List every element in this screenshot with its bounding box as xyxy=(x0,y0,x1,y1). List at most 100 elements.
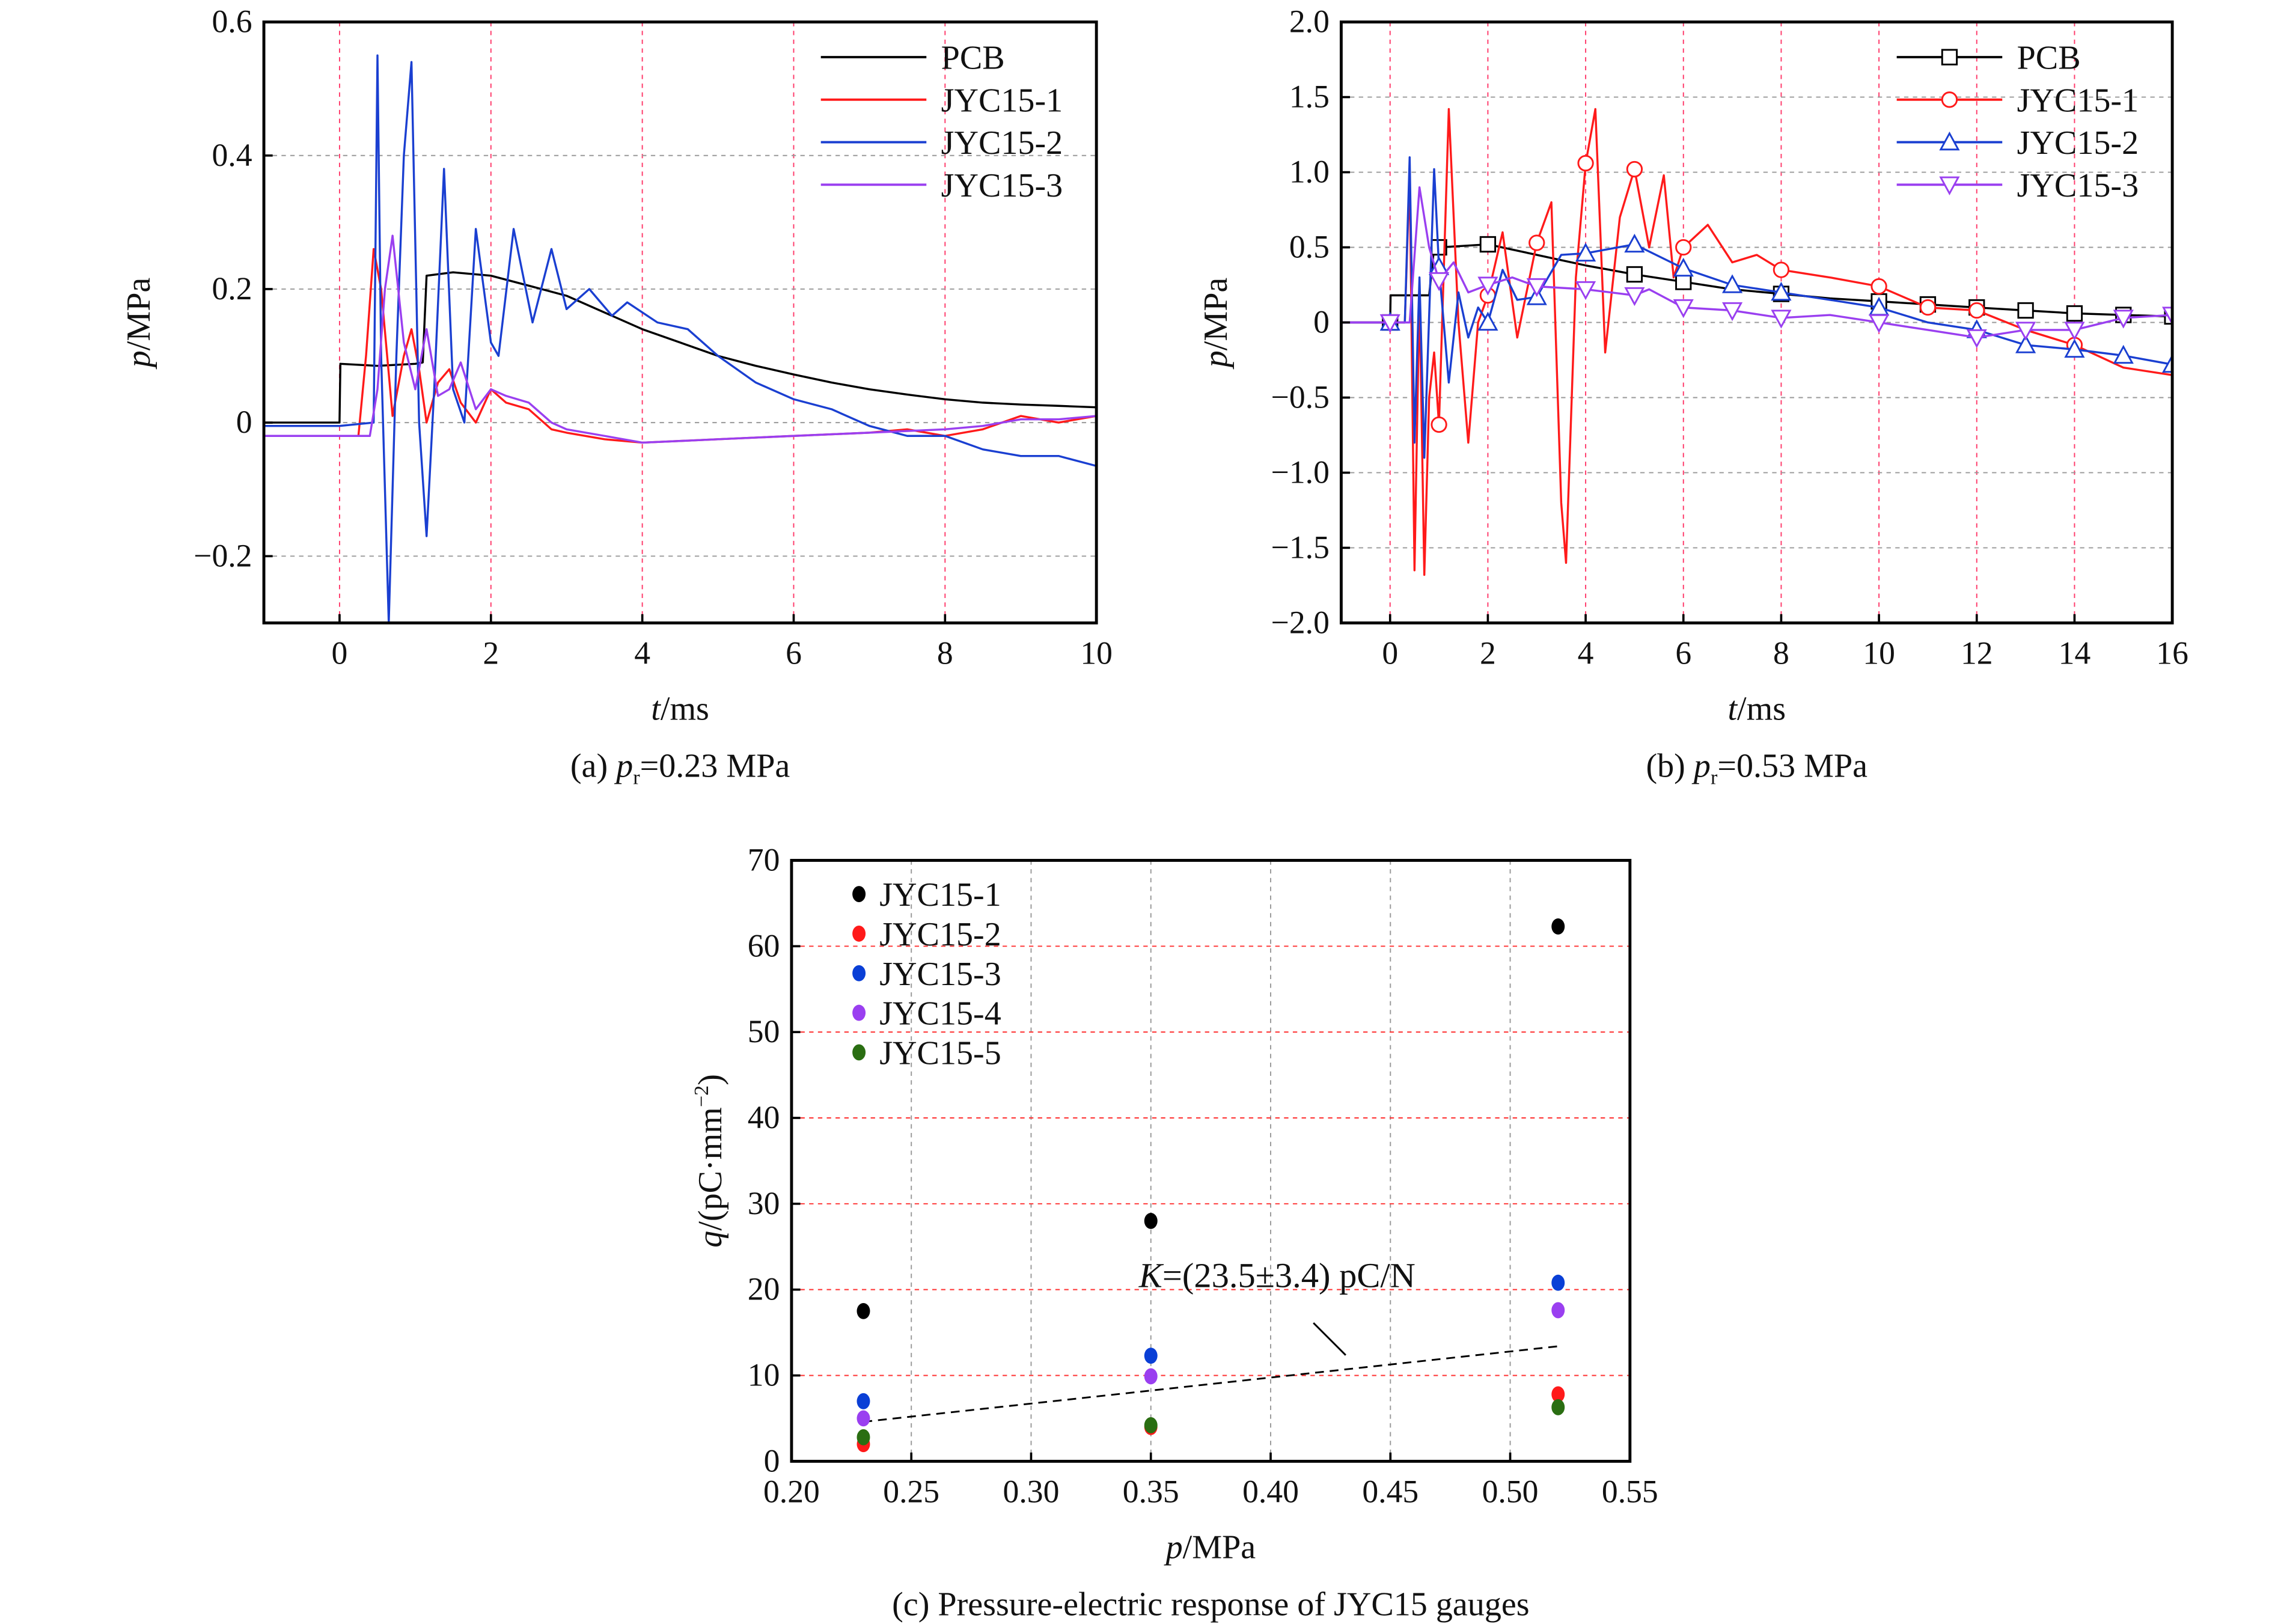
data-marker-circle xyxy=(1968,302,1985,319)
x-tick-label: 0.25 xyxy=(883,1474,939,1510)
x-axis-label: t/ms xyxy=(1727,690,1786,727)
data-marker-circle xyxy=(1626,160,1643,178)
series-line-jyc15-2 xyxy=(264,54,1097,623)
y-tick-label: 30 xyxy=(748,1185,780,1221)
x-tick-label: 10 xyxy=(1080,635,1113,671)
data-marker-triangle-up xyxy=(1477,311,1498,331)
data-point-jyc15-2 xyxy=(1551,1386,1565,1403)
legend-marker xyxy=(852,965,866,981)
data-marker-triangle-down xyxy=(2064,322,2085,341)
y-tick-label: 0 xyxy=(764,1442,780,1479)
x-axis-unit: /ms xyxy=(1737,690,1786,727)
data-point-jyc15-1 xyxy=(1551,918,1565,935)
series-line-pcb xyxy=(264,271,1097,424)
data-marker-triangle-up xyxy=(2162,353,2173,373)
caption: (a) pr=0.23 MPa xyxy=(570,747,790,789)
legend-label: JYC15-4 xyxy=(879,995,1001,1033)
x-tick-label: 6 xyxy=(1675,635,1691,671)
legend-label: JYC15-5 xyxy=(879,1034,1001,1072)
data-marker-circle xyxy=(1773,261,1790,278)
data-marker-triangle-down xyxy=(2162,307,2173,326)
data-marker-triangle-down xyxy=(1771,310,1792,329)
annotation-value: =(23.5±3.4) pC/N xyxy=(1162,1256,1415,1295)
panel-c: K=(23.5±3.4) pC/N 0.20 0.25 0.30 0.35 0.40 0.4… xyxy=(691,842,1658,1623)
y-tick-label: −0.2 xyxy=(194,537,252,573)
x-tick-label: 8 xyxy=(1773,635,1789,671)
x-tick-label: 2 xyxy=(483,635,499,671)
data-marker-triangle-down xyxy=(1721,302,1743,322)
legend-marker xyxy=(852,1044,866,1061)
data-marker-square xyxy=(1626,266,1643,283)
annotation-var: K xyxy=(1138,1256,1164,1295)
data-marker-square xyxy=(1675,273,1692,290)
legend-label: JYC15-2 xyxy=(941,124,1063,162)
y-tick-label: 0.4 xyxy=(212,137,252,173)
y-tick-label: 0.2 xyxy=(212,270,252,307)
data-marker-circle xyxy=(1528,234,1545,251)
data-marker-triangle-up xyxy=(2015,334,2036,353)
y-axis-sup: −2 xyxy=(691,1085,713,1107)
data-marker-square xyxy=(2017,302,2034,319)
caption: (c) Pressure-electric response of JYC15 … xyxy=(892,1586,1529,1623)
x-tick-label: 10 xyxy=(1863,635,1895,671)
data-point-jyc15-5 xyxy=(857,1429,870,1445)
y-tick-label: 2.0 xyxy=(1289,4,1330,40)
y-tick-label: 0 xyxy=(1313,304,1330,340)
axes-frame xyxy=(262,20,1098,624)
series-line-jyc15-1 xyxy=(1341,108,2173,576)
data-marker-triangle-up xyxy=(2113,344,2134,364)
data-point-jyc15-4 xyxy=(1144,1368,1158,1385)
legend-marker-circle xyxy=(1941,91,1958,108)
y-tick-label: 1.0 xyxy=(1289,154,1330,190)
data-marker-circle xyxy=(1919,299,1937,316)
y-axis-unit: /MPa xyxy=(1197,278,1235,351)
x-tick-label: 0.35 xyxy=(1123,1474,1179,1510)
fit-line xyxy=(863,1345,1559,1423)
legend-label: JYC15-2 xyxy=(2017,124,2139,162)
y-axis-label: p/MPa xyxy=(1197,278,1235,370)
data-point-jyc15-4 xyxy=(857,1410,870,1427)
x-axis-label: p/MPa xyxy=(1164,1528,1256,1566)
annotation-leader xyxy=(1313,1322,1346,1356)
data-marker-triangle-down xyxy=(2015,322,2036,341)
x-tick-label: 0.40 xyxy=(1242,1474,1299,1510)
y-tick-label: 50 xyxy=(748,1013,780,1049)
x-tick-label: 0.45 xyxy=(1362,1474,1418,1510)
x-tick-label: 0 xyxy=(1382,635,1398,671)
data-marker-triangle-down xyxy=(1477,276,1498,296)
x-tick-label: 12 xyxy=(1961,635,1993,671)
legend-label: PCB xyxy=(941,40,1005,77)
caption-sub: r xyxy=(1711,767,1718,789)
data-marker-triangle-up xyxy=(1771,281,1792,301)
data-marker-circle xyxy=(1577,154,1594,172)
panel-a: 0 2 4 6 8 10−0.200.20.40.6t/msp/MPa(a) pr=0.2… xyxy=(120,4,1113,789)
data-marker-triangle-up xyxy=(1721,274,1743,293)
data-marker-triangle-up xyxy=(2064,338,2085,358)
data-marker-square xyxy=(2066,305,2083,322)
y-tick-label: −0.5 xyxy=(1271,379,1330,415)
x-tick-label: 4 xyxy=(634,635,650,671)
data-marker-triangle-down xyxy=(1869,314,1890,334)
series-line-jyc15-2 xyxy=(1341,156,2173,459)
x-axis-label: t/ms xyxy=(651,690,709,727)
y-tick-label: −2.0 xyxy=(1271,604,1330,640)
y-axis-unit: /MPa xyxy=(120,278,157,351)
caption-var: p xyxy=(1691,747,1711,784)
y-tick-label: 40 xyxy=(748,1099,780,1135)
data-marker-triangle-up xyxy=(1673,257,1694,277)
y-axis-var: p xyxy=(1197,350,1235,370)
x-axis-var: t xyxy=(651,690,661,727)
x-tick-label: 14 xyxy=(2059,635,2091,671)
legend-marker-triangle-up xyxy=(1939,131,1960,151)
x-tick-label: 6 xyxy=(786,635,802,671)
plot-area xyxy=(857,918,1565,1453)
y-axis-var: p xyxy=(120,350,157,370)
data-marker-triangle-up xyxy=(1624,233,1645,253)
data-point-jyc15-5 xyxy=(1551,1399,1565,1415)
series-line-jyc15-1 xyxy=(264,248,1097,444)
axes-frame xyxy=(790,859,1632,1463)
data-point-jyc15-3 xyxy=(1551,1274,1565,1291)
data-marker-circle xyxy=(1675,239,1692,256)
panel-b: 0 2 4 6 8 10 12 14 16 −2.0 −1.5 −1.0 −0.5 0 0.5 1.0 1.5 2… xyxy=(1197,4,2188,789)
annotation-text: K=(23.5±3.4) pC/N xyxy=(1138,1256,1415,1295)
